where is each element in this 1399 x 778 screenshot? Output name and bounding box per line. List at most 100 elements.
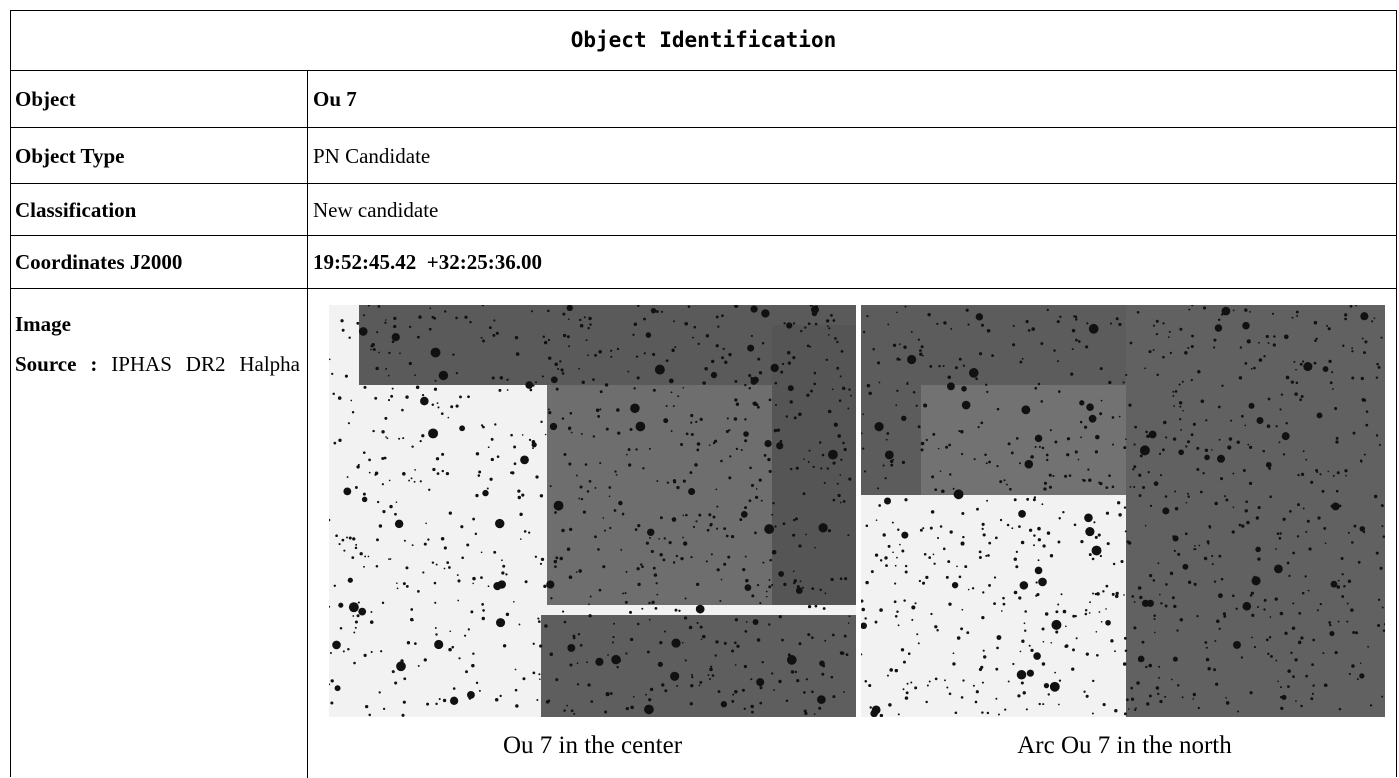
image-part	[1088, 414, 1097, 423]
image-part	[733, 417, 738, 421]
image-part	[678, 609, 681, 612]
image-part	[342, 650, 345, 653]
image-part	[448, 511, 452, 515]
image-part	[1111, 592, 1115, 596]
image-part	[632, 696, 635, 698]
image-part	[1277, 680, 1280, 683]
image-part	[792, 518, 796, 522]
image-part	[951, 581, 959, 589]
image-part	[894, 668, 899, 673]
image-part	[923, 552, 927, 556]
image-part	[519, 538, 522, 540]
image-part	[1109, 322, 1113, 325]
image-part	[1018, 596, 1022, 600]
image-part	[1159, 699, 1163, 704]
image-part	[754, 531, 757, 535]
image-part	[843, 634, 847, 638]
image-part	[710, 665, 713, 668]
image-part	[1193, 544, 1196, 547]
image-part	[1167, 336, 1170, 338]
image-part	[697, 342, 700, 346]
image-part	[1171, 596, 1175, 600]
image-part	[919, 349, 922, 352]
image-part	[1187, 346, 1190, 349]
image-part	[1088, 612, 1091, 614]
image-part	[1084, 609, 1088, 612]
image-part	[1155, 332, 1159, 336]
image-part	[643, 317, 646, 321]
image-part	[809, 345, 812, 348]
image-part	[861, 607, 866, 612]
image-part	[1246, 520, 1250, 525]
image-part	[749, 466, 752, 470]
image-part	[754, 495, 759, 500]
image-part	[535, 475, 539, 479]
image-part	[972, 684, 975, 687]
image-part	[833, 422, 838, 427]
image-part	[1085, 652, 1089, 656]
image-part	[1292, 602, 1295, 605]
image-part	[776, 428, 781, 432]
image-part	[1177, 684, 1180, 687]
image-part	[1038, 577, 1047, 587]
image-part	[637, 582, 641, 587]
image-part	[1228, 437, 1233, 441]
image-part	[1298, 612, 1302, 615]
image-part	[460, 525, 464, 529]
image-part	[625, 706, 629, 711]
image-part	[394, 519, 404, 529]
image-part	[394, 681, 398, 685]
image-part	[440, 536, 445, 541]
image-part	[442, 698, 447, 703]
image-part	[720, 701, 728, 708]
image-part	[1034, 566, 1043, 575]
image-part	[1123, 712, 1127, 716]
image-part	[642, 467, 645, 470]
image-part	[1095, 630, 1098, 633]
image-part	[1091, 545, 1102, 556]
row: Object Type PN Candidate	[11, 128, 1396, 184]
image-part	[878, 504, 882, 507]
image-part	[610, 349, 613, 352]
image-part	[406, 641, 411, 645]
image-part	[756, 405, 760, 409]
image-part	[879, 608, 883, 612]
image-part	[1162, 448, 1165, 452]
image-part	[1058, 517, 1061, 520]
image-part	[759, 701, 763, 705]
image-part	[925, 700, 928, 704]
image-part	[1173, 405, 1176, 407]
image-part	[734, 664, 737, 666]
image-part	[743, 664, 748, 669]
image-part	[663, 537, 666, 540]
image-part	[1319, 473, 1322, 476]
image-part	[357, 601, 360, 604]
image-part	[1114, 594, 1119, 599]
image-part	[584, 463, 588, 466]
image-part	[461, 556, 464, 560]
image-part	[1357, 560, 1361, 564]
image-part	[1187, 492, 1189, 495]
image-part	[630, 403, 640, 414]
image-part	[962, 364, 966, 367]
image-part	[1305, 674, 1308, 678]
image-part	[372, 348, 376, 351]
image-part	[774, 381, 778, 385]
image-part	[839, 577, 843, 581]
image-part	[1221, 306, 1231, 316]
image-part	[633, 322, 638, 326]
image-part	[383, 456, 387, 460]
image-part	[1085, 694, 1089, 698]
image-part	[1037, 526, 1041, 531]
image-part	[758, 371, 763, 375]
image-part	[1270, 654, 1273, 658]
image-part	[1145, 430, 1148, 434]
image-part	[367, 305, 370, 307]
image-part	[714, 439, 718, 443]
image-part	[1172, 535, 1175, 538]
image-part	[1146, 702, 1150, 706]
image-part	[613, 622, 616, 625]
image-part	[897, 624, 900, 627]
image-part	[351, 411, 355, 414]
image-part	[622, 592, 625, 595]
